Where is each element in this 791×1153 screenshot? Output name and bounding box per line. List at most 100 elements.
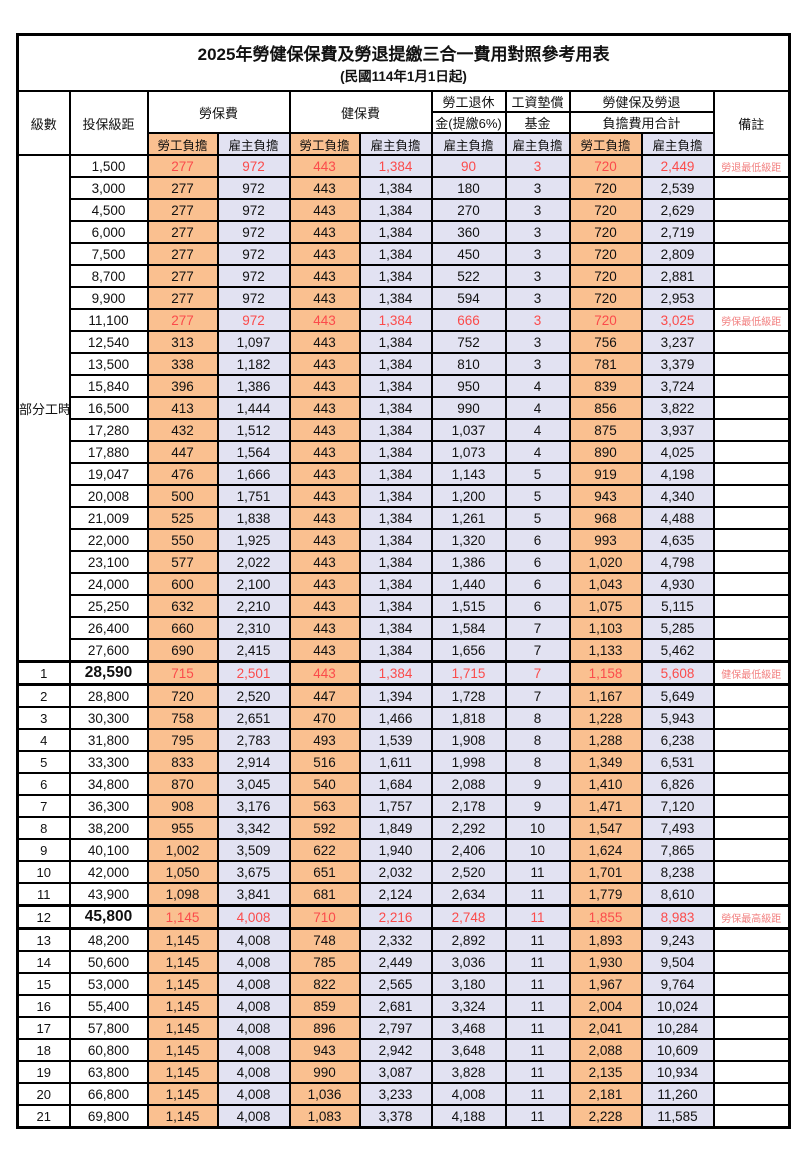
cell-health-employee: 822 [288,972,361,996]
cell-note [712,616,791,640]
table-row: 20,008 500 1,751 443 1,384 1,200 5 943 4,340 [18,484,791,508]
table-row: 16,500 413 1,444 443 1,384 990 4 856 3,822 [18,396,791,420]
cell-health-employee: 447 [288,683,361,708]
cell-level: 1 [16,660,71,686]
cell-note [712,264,791,288]
cell-total-employee: 1,701 [568,860,643,884]
cell-health-employee: 443 [288,264,361,288]
cell-total-employer: 2,449 [640,154,715,178]
cell-health-employee: 443 [288,462,361,486]
cell-health-employer: 2,565 [358,972,433,996]
cell-note [712,220,791,244]
cell-labor-employee: 690 [146,638,219,663]
cell-note: 勞保最高級距 [712,904,791,930]
cell-labor-employee: 447 [146,440,219,464]
cell-total-employee: 839 [568,374,643,398]
cell-health-employer: 1,384 [358,440,433,464]
cell-labor-employer: 4,008 [216,994,291,1018]
cell-wage-fund-employer: 11 [504,950,571,974]
cell-total-employer: 10,284 [640,1016,715,1040]
cell-pension-employer: 2,520 [430,860,507,884]
cell-health-employee: 443 [288,528,361,552]
cell-level: 12 [16,904,71,930]
cell-total-employer: 4,025 [640,440,715,464]
cell-wage-fund-employer: 7 [504,660,571,686]
cell-labor-employee: 955 [146,816,219,840]
cell-health-employee: 748 [288,927,361,952]
cell-total-employee: 720 [568,264,643,288]
cell-note [712,1082,791,1106]
cell-pension-employer: 450 [430,242,507,266]
subheader-health-employer: 雇主負擔 [358,132,433,156]
cell-pension-employer: 1,818 [430,706,507,730]
table-row: 2 28,800 720 2,520 447 1,394 1,728 7 1,167 5,649 [16,683,791,708]
cell-bracket: 25,250 [68,594,149,618]
cell-labor-employer: 1,444 [216,396,291,420]
cell-bracket: 66,800 [68,1082,149,1106]
cell-bracket: 26,400 [68,616,149,640]
cell-bracket: 24,000 [68,572,149,596]
cell-level: 11 [16,882,71,907]
cell-health-employer: 2,032 [358,860,433,884]
cell-labor-employee: 1,145 [146,950,219,974]
cell-total-employee: 890 [568,440,643,464]
cell-health-employee: 1,036 [288,1082,361,1106]
cell-pension-employer: 1,073 [430,440,507,464]
table-row: 16 55,400 1,145 4,008 859 2,681 3,324 11 2,004 10… [16,994,791,1018]
cell-labor-employer: 4,008 [216,1104,291,1129]
cell-health-employee: 516 [288,750,361,774]
cell-total-employer: 4,488 [640,506,715,530]
header-labor-insurance: 勞保費 [146,90,291,134]
cell-total-employer: 6,826 [640,772,715,796]
cell-health-employee: 443 [288,330,361,354]
cell-health-employee: 443 [288,550,361,574]
cell-bracket: 12,540 [68,330,149,354]
cell-pension-employer: 1,656 [430,638,507,663]
cell-pension-employer: 1,715 [430,660,507,686]
cell-total-employee: 1,855 [568,904,643,930]
subheader-total-employee: 勞工負擔 [568,132,643,156]
cell-total-employer: 10,934 [640,1060,715,1084]
cell-labor-employee: 1,145 [146,1082,219,1106]
cell-bracket: 4,500 [68,198,149,222]
cell-note [712,728,791,752]
cell-labor-employee: 1,145 [146,1104,219,1129]
cell-total-employer: 5,943 [640,706,715,730]
cell-labor-employer: 4,008 [216,1060,291,1084]
cell-total-employer: 6,238 [640,728,715,752]
cell-total-employee: 1,624 [568,838,643,862]
cell-note [712,242,791,266]
cell-total-employee: 720 [568,308,643,332]
cell-total-employee: 756 [568,330,643,354]
cell-note [712,950,791,974]
cell-health-employer: 1,384 [358,352,433,376]
cell-health-employer: 1,384 [358,572,433,596]
cell-note: 勞保最低級距 [712,308,791,332]
cell-health-employee: 592 [288,816,361,840]
cell-wage-fund-employer: 11 [504,1060,571,1084]
cell-health-employer: 1,384 [358,396,433,420]
cell-health-employee: 443 [288,638,361,663]
cell-wage-fund-employer: 3 [504,308,571,332]
table-row: 23,100 577 2,022 443 1,384 1,386 6 1,020 4,798 [18,550,791,574]
cell-level: 5 [16,750,71,774]
cell-note [712,594,791,618]
cell-note [712,794,791,818]
cell-bracket: 50,600 [68,950,149,974]
cell-labor-employee: 1,145 [146,1060,219,1084]
cell-labor-employer: 4,008 [216,972,291,996]
cell-note [712,176,791,200]
cell-health-employer: 2,449 [358,950,433,974]
cell-wage-fund-employer: 6 [504,550,571,574]
cell-wage-fund-employer: 11 [504,994,571,1018]
cell-wage-fund-employer: 4 [504,374,571,398]
cell-level: 3 [16,706,71,730]
cell-health-employer: 1,384 [358,594,433,618]
cell-wage-fund-employer: 3 [504,220,571,244]
cell-level: 19 [16,1060,71,1084]
cell-labor-employer: 1,182 [216,352,291,376]
cell-labor-employer: 2,210 [216,594,291,618]
cell-total-employee: 1,893 [568,927,643,952]
cell-wage-fund-employer: 6 [504,572,571,596]
header-wage-fund-line1: 工資墊償 [504,90,571,113]
